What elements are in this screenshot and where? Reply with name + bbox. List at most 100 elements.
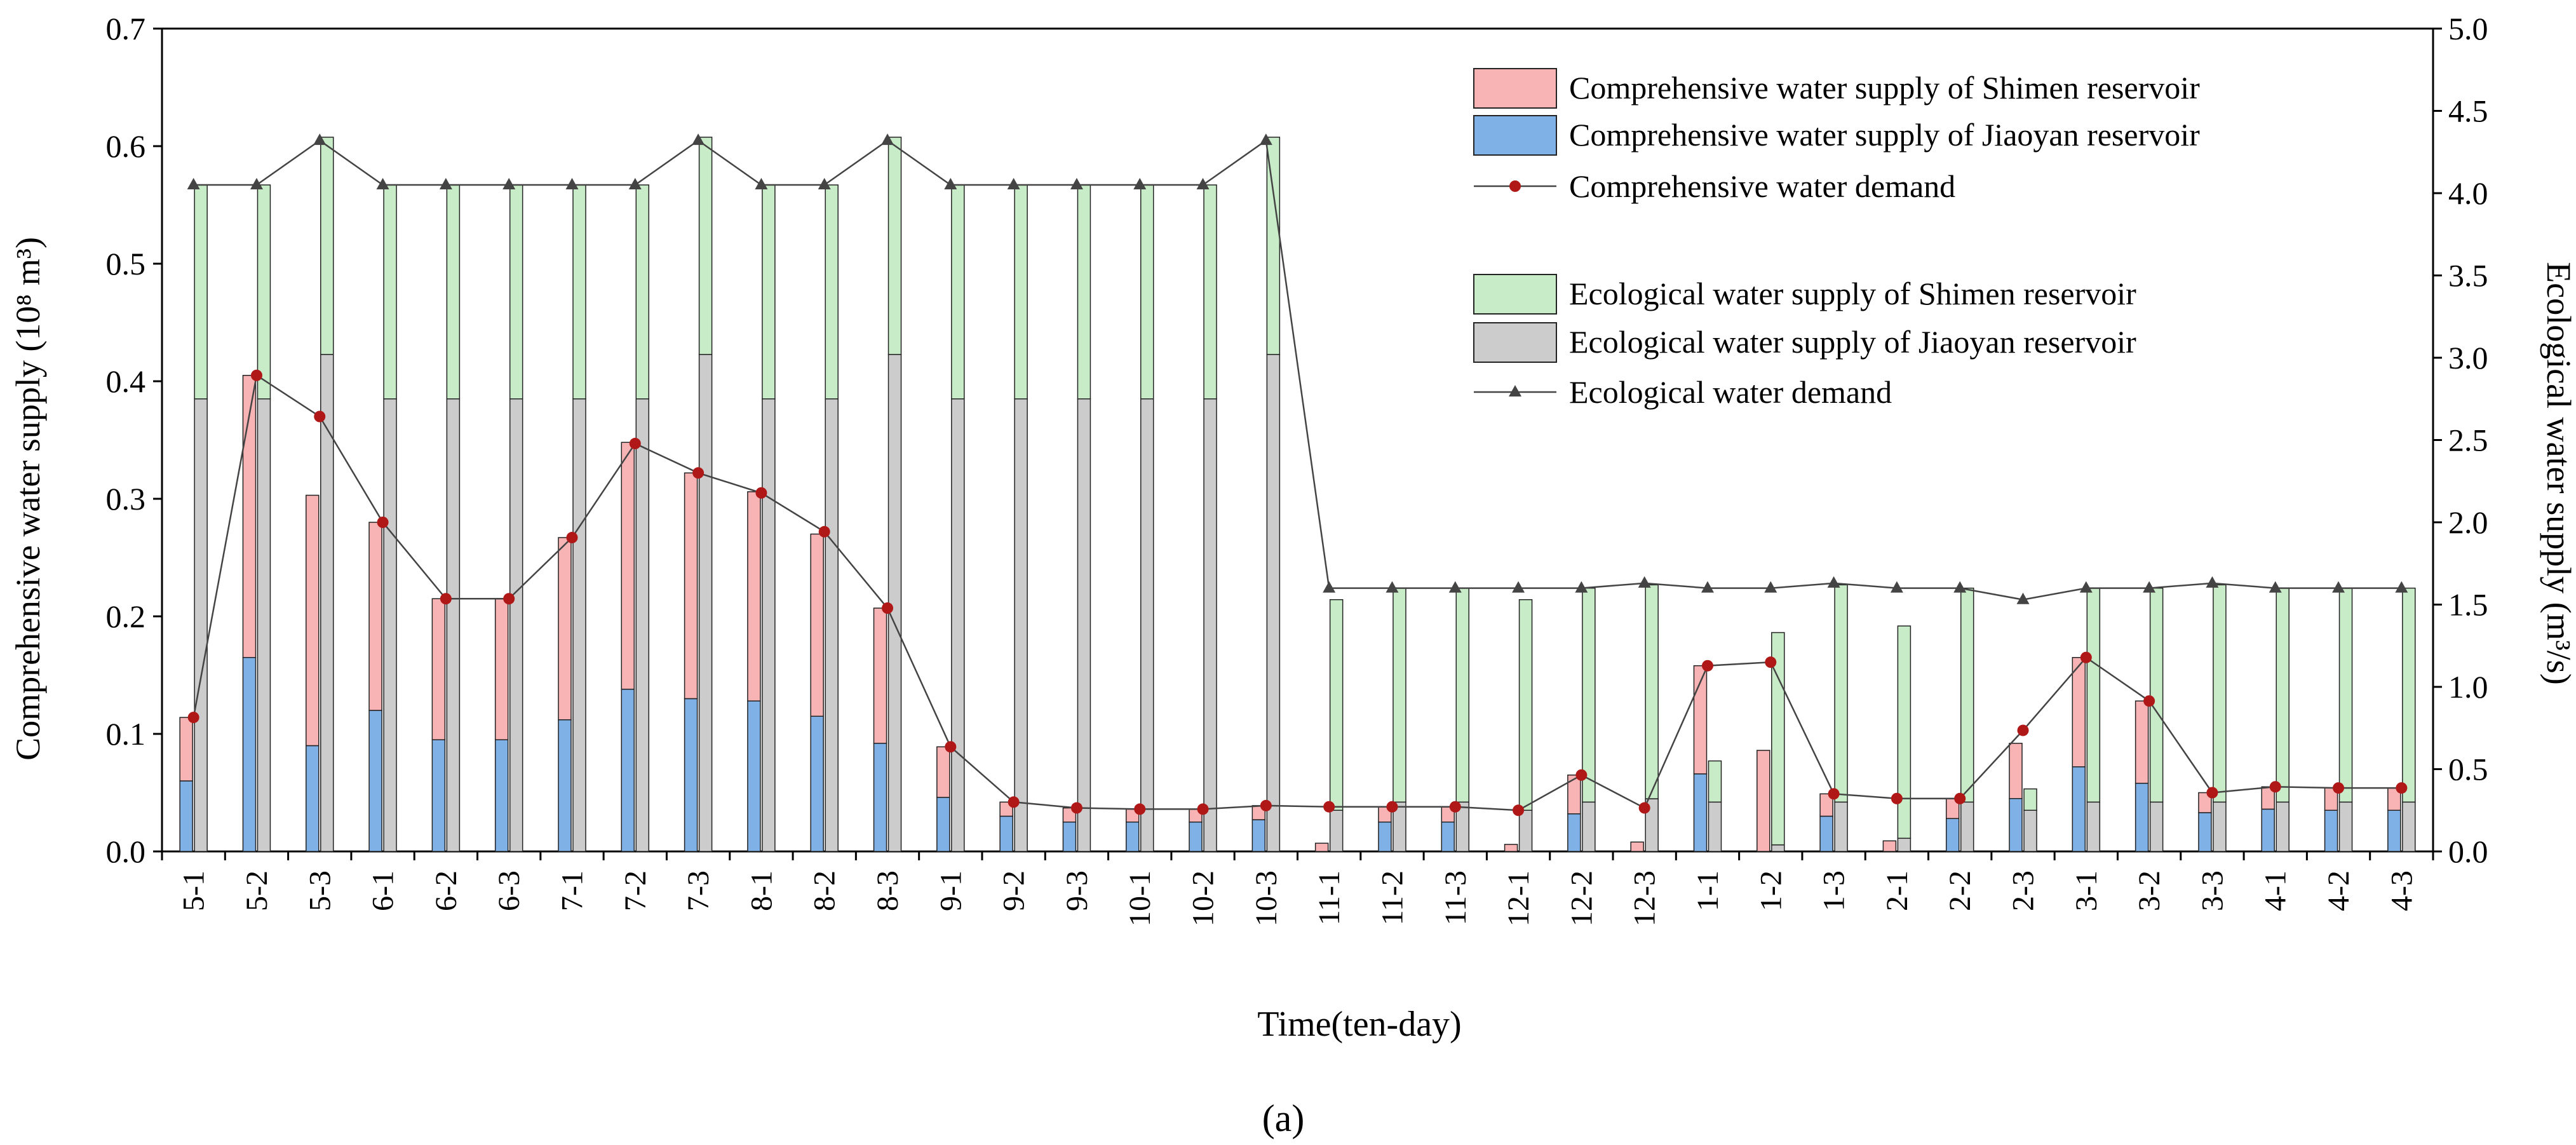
y-left-tick-label: 0.1 bbox=[106, 716, 146, 752]
x-tick-label: 12-1 bbox=[1502, 871, 1535, 926]
x-tick-label: 3-1 bbox=[2070, 871, 2103, 911]
lines-layer bbox=[187, 133, 2408, 816]
bar-comp-shimen bbox=[747, 491, 761, 701]
x-tick-label: 3-2 bbox=[2133, 871, 2166, 911]
comp-demand-point bbox=[1828, 788, 1840, 800]
legend-label-comp-jiaoyan: Comprehensive water supply of Jiaoyan re… bbox=[1569, 117, 2200, 152]
comp-demand-point bbox=[2206, 787, 2218, 799]
x-tick-label: 8-2 bbox=[808, 871, 842, 911]
bar-comp-shimen bbox=[810, 533, 824, 717]
bar-comp-jiaoyan bbox=[1567, 813, 1581, 852]
bar-comp-jiaoyan bbox=[2009, 798, 2023, 852]
comp-demand-point bbox=[2017, 724, 2029, 736]
bar-eco-shimen bbox=[887, 137, 902, 355]
bar-eco-shimen bbox=[698, 137, 713, 355]
eco-demand-point bbox=[1638, 576, 1651, 588]
eco-demand-point bbox=[376, 178, 389, 190]
y-right-tick-label: 2.5 bbox=[2448, 423, 2488, 458]
bar-eco-shimen bbox=[2023, 788, 2037, 811]
legend-label-comp-demand: Comprehensive water demand bbox=[1569, 168, 1955, 204]
eco-demand-point bbox=[1512, 581, 1525, 593]
comp-demand-point bbox=[692, 467, 705, 479]
comp-demand-point bbox=[250, 369, 262, 381]
panel-label: (a) bbox=[1262, 1097, 1305, 1139]
bar-eco-jiaoyan bbox=[1518, 810, 1533, 852]
eco-demand-point bbox=[818, 178, 831, 190]
eco-demand-point bbox=[2016, 592, 2030, 604]
eco-demand-point bbox=[881, 133, 894, 146]
eco-demand-point bbox=[1386, 581, 1399, 593]
y-right-tick-label: 4.0 bbox=[2448, 175, 2488, 211]
bar-comp-shimen bbox=[873, 607, 887, 744]
comp-demand-point bbox=[629, 438, 641, 450]
legend-swatch-eco-shimen bbox=[1473, 274, 1557, 315]
legend-swatch-comp-jiaoyan bbox=[1473, 115, 1557, 156]
bar-eco-jiaoyan bbox=[887, 354, 902, 852]
y-right-tick-label: 2.0 bbox=[2448, 505, 2488, 540]
bar-eco-shimen bbox=[2086, 587, 2101, 803]
eco-demand-point bbox=[2079, 581, 2093, 593]
bar-eco-jiaoyan bbox=[509, 398, 523, 852]
x-tick-label: 9-2 bbox=[997, 871, 1031, 911]
y-left-tick-label: 0.2 bbox=[106, 599, 146, 634]
bar-eco-shimen bbox=[951, 184, 965, 400]
bar-eco-shimen bbox=[383, 184, 397, 400]
y-left-tick-label: 0.0 bbox=[106, 834, 146, 869]
eco-demand-point bbox=[1070, 178, 1083, 190]
legend-marker-eco-demand bbox=[1509, 385, 1521, 396]
x-tick-label: 3-3 bbox=[2195, 871, 2229, 911]
bar-comp-jiaoyan bbox=[1693, 773, 1708, 852]
y-left-tick-label: 0.3 bbox=[106, 481, 146, 517]
bar-eco-jiaoyan bbox=[1266, 354, 1281, 852]
x-tick-label: 6-1 bbox=[367, 871, 400, 911]
bar-comp-jiaoyan bbox=[431, 739, 446, 852]
bar-comp-jiaoyan bbox=[873, 743, 887, 852]
bar-eco-shimen bbox=[572, 184, 586, 400]
x-tick-label: 6-2 bbox=[429, 871, 463, 911]
bar-eco-shimen bbox=[1518, 599, 1533, 811]
eco-demand-point bbox=[1448, 581, 1462, 593]
eco-demand-point bbox=[502, 178, 516, 190]
bar-eco-shimen bbox=[1455, 587, 1470, 803]
bar-eco-jiaoyan bbox=[194, 398, 208, 852]
bar-comp-jiaoyan bbox=[747, 700, 761, 852]
x-tick-label: 2-1 bbox=[1880, 871, 1914, 911]
x-tick-label: 5-2 bbox=[240, 871, 274, 911]
x-tick-label: 11-2 bbox=[1375, 871, 1409, 925]
bar-eco-jiaoyan bbox=[825, 398, 839, 852]
bar-comp-jiaoyan bbox=[1378, 822, 1392, 852]
bar-eco-jiaoyan bbox=[1771, 844, 1785, 852]
comp-demand-point bbox=[1765, 656, 1777, 668]
x-axis-title: Time(ten-day) bbox=[1257, 1005, 1461, 1044]
bar-comp-shimen bbox=[1819, 793, 1833, 817]
eco-demand-point bbox=[1701, 581, 1714, 593]
legend-swatch-comp-shimen bbox=[1473, 68, 1557, 109]
comp-demand-point bbox=[1008, 796, 1020, 808]
bar-comp-jiaoyan bbox=[1062, 822, 1077, 852]
bar-eco-shimen bbox=[1645, 584, 1659, 799]
comp-demand-point bbox=[755, 487, 767, 499]
bar-comp-jiaoyan bbox=[810, 715, 824, 852]
comp-demand-point bbox=[1575, 769, 1588, 781]
legend-label-eco-shimen: Ecological water supply of Shimen reserv… bbox=[1569, 276, 2136, 311]
y-right-tick-label: 3.5 bbox=[2448, 258, 2488, 294]
bar-comp-shimen bbox=[1693, 665, 1708, 775]
eco-demand-point bbox=[1007, 178, 1020, 190]
bar-comp-jiaoyan bbox=[1125, 822, 1140, 852]
bar-comp-shimen bbox=[368, 522, 382, 711]
eco-demand-point bbox=[755, 178, 768, 190]
bar-eco-jiaoyan bbox=[635, 398, 650, 852]
comp-demand-point bbox=[945, 741, 957, 753]
x-tick-label: 4-1 bbox=[2259, 871, 2293, 911]
bar-eco-jiaoyan bbox=[257, 398, 271, 852]
bar-eco-shimen bbox=[1582, 587, 1596, 803]
bar-comp-shimen bbox=[1757, 750, 1770, 852]
bar-eco-jiaoyan bbox=[698, 354, 713, 852]
legend-swatch-eco-jiaoyan bbox=[1473, 322, 1557, 363]
bar-eco-jiaoyan bbox=[2338, 801, 2353, 852]
y-left-tick-label: 0.5 bbox=[106, 246, 146, 281]
y-left-tick-label: 0.7 bbox=[106, 11, 146, 46]
bar-eco-shimen bbox=[2149, 587, 2164, 803]
bar-comp-shimen bbox=[1567, 775, 1581, 815]
